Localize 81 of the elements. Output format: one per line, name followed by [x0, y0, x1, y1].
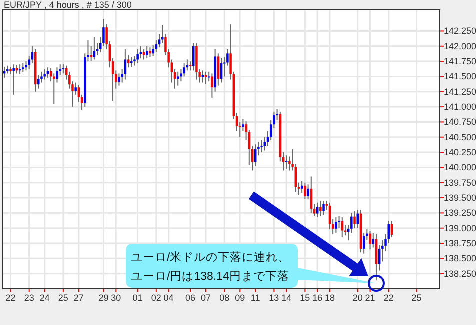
- candlestick: [74, 82, 77, 96]
- x-tick-label: 29: [98, 293, 109, 303]
- candlestick: [211, 73, 214, 98]
- candlestick: [354, 210, 356, 229]
- y-tick-label: 140.750: [444, 117, 476, 128]
- y-tick-label: 138.250: [444, 268, 476, 279]
- x-tick-label: 21: [365, 293, 376, 303]
- y-tick-label: 140.500: [444, 132, 476, 142]
- y-tick-label: 142.250: [444, 26, 476, 36]
- candlestick: [22, 62, 24, 73]
- candlestick: [130, 56, 133, 68]
- candlestick: [204, 71, 208, 84]
- y-tick-label: 138.750: [444, 238, 476, 249]
- candlestick: [362, 232, 366, 254]
- candlestick: [335, 216, 338, 234]
- candlestick: [118, 73, 120, 86]
- candlestick: [316, 202, 319, 218]
- x-tick-label: 07: [200, 293, 212, 303]
- y-tick-label: 139.500: [444, 193, 476, 204]
- y-tick-label: 139.250: [444, 208, 476, 218]
- x-tick-label: 04: [164, 293, 174, 303]
- candlestick: [341, 216, 344, 238]
- y-tick-label: 139.000: [444, 223, 476, 234]
- y-tick-label: 141.000: [444, 102, 476, 112]
- candlestick: [189, 61, 192, 72]
- candlestick: [93, 36, 96, 60]
- candlestick: [152, 44, 154, 57]
- x-tick-label: 08: [220, 293, 230, 303]
- candlestick: [127, 54, 130, 68]
- candlestick: [90, 46, 92, 62]
- candlestick: [38, 75, 40, 90]
- x-tick-label: 11: [250, 293, 260, 303]
- candlestick: [202, 70, 204, 84]
- candlestick: [307, 184, 310, 200]
- candlestick: [304, 182, 306, 200]
- x-tick-label: 25: [58, 293, 68, 303]
- x-tick-label: 13: [269, 293, 280, 303]
- x-tick-label: 01: [132, 293, 143, 303]
- x-tick-label: 30: [111, 293, 122, 303]
- y-tick-label: 141.500: [444, 72, 476, 82]
- x-tick-label: 24: [40, 293, 50, 303]
- y-tick-label: 141.750: [444, 56, 476, 67]
- x-tick-label: 15: [300, 293, 310, 303]
- y-tick-label: 138.500: [444, 254, 476, 264]
- x-tick-label: 02: [151, 293, 162, 303]
- candlestick: [124, 48, 127, 80]
- candlestick: [44, 68, 46, 80]
- x-tick-label: 23: [24, 293, 34, 303]
- candlestick: [146, 46, 148, 60]
- candlestick: [320, 200, 322, 217]
- x-tick-label: 18: [324, 293, 335, 303]
- candlestick: [369, 230, 372, 250]
- candlestick: [140, 46, 142, 60]
- y-tick-label: 140.000: [444, 162, 476, 173]
- y-tick-label: 142.000: [444, 41, 476, 52]
- candlestick: [183, 62, 186, 78]
- x-tick-label: 20: [352, 293, 363, 303]
- y-tick-label: 141.250: [444, 86, 476, 97]
- y-tick-label: 140.250: [444, 148, 476, 158]
- candlestick: [136, 48, 139, 64]
- x-tick-label: 27: [74, 293, 84, 303]
- x-tick-label: 22: [6, 293, 16, 303]
- candlestick: [322, 200, 325, 216]
- candlestick: [260, 140, 263, 154]
- annotation: ユーロ/米ドルの下落に連れ、ユーロ/円は138.14円まで下落: [131, 251, 290, 283]
- chart-title: EUR/JPY , 4 hours , # 135 / 300: [4, 0, 132, 10]
- x-tick-label: 09: [235, 293, 246, 303]
- candlestick: [390, 220, 394, 238]
- y-tick-label: 139.750: [444, 178, 476, 188]
- candlestick: [372, 232, 374, 248]
- x-tick-label: 16: [312, 293, 323, 303]
- candlestick: [12, 64, 15, 96]
- candlestick: [338, 216, 340, 229]
- x-tick-label: 25: [412, 293, 422, 303]
- candlestick: [149, 47, 152, 58]
- x-tick-label: 14: [282, 293, 292, 303]
- x-tick-label: 22: [384, 293, 394, 303]
- candlestick: [217, 53, 220, 86]
- x-tick-label: 06: [186, 293, 196, 303]
- candlestick: [62, 64, 65, 74]
- candlestick: [176, 71, 180, 86]
